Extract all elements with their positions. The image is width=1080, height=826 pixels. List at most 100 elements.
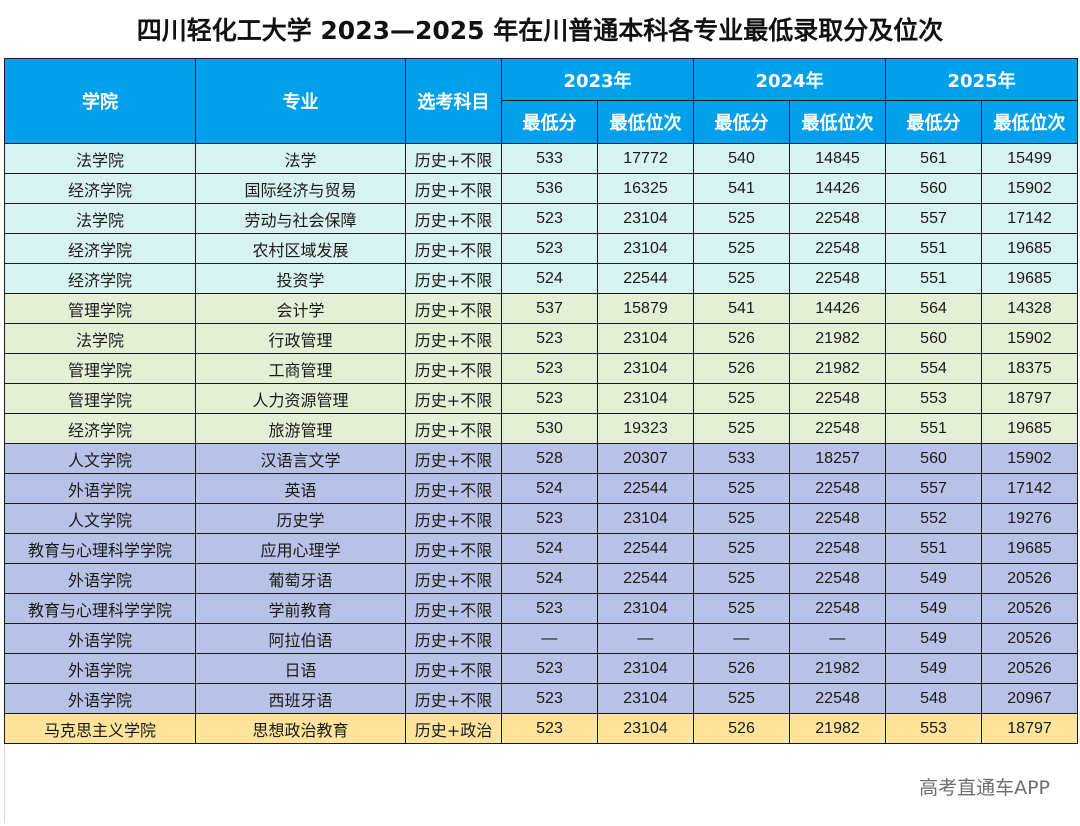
cell-subject: 历史+不限	[405, 593, 502, 624]
cell-min-rank-2025: 18375	[981, 353, 1079, 384]
cell-min-rank-2024: 18257	[789, 443, 887, 474]
cell-min-score-2024: 525	[693, 203, 791, 234]
table-row: 教育与心理科学学院 学前教育 历史+不限 523 23104 525 22548 549 205…	[4, 593, 1079, 624]
cell-min-rank-2024: 21982	[789, 713, 887, 744]
left-divider	[4, 745, 5, 823]
cell-min-score-2024: 525	[693, 473, 791, 504]
cell-major: 西班牙语	[195, 683, 406, 714]
cell-min-score-2025: 551	[885, 263, 983, 294]
cell-min-score-2023: 523	[501, 323, 598, 354]
cell-min-rank-2024: 22548	[789, 473, 887, 504]
cell-min-score-2023: 523	[501, 383, 598, 414]
cell-major: 会计学	[195, 293, 406, 324]
cell-min-rank-2024: 21982	[789, 323, 887, 354]
cell-college: 人文学院	[4, 443, 196, 474]
cell-min-rank-2023: 15879	[596, 293, 695, 324]
header-min-rank-2024: 最低位次	[789, 100, 887, 144]
cell-min-score-2023: 523	[501, 353, 598, 384]
cell-subject: 历史+不限	[405, 383, 502, 414]
cell-min-score-2023: 524	[501, 563, 598, 594]
cell-major: 日语	[195, 653, 406, 684]
cell-min-rank-2023: 17772	[596, 143, 695, 174]
table-row: 经济学院 旅游管理 历史+不限 530 19323 525 22548 551 19685	[4, 413, 1079, 444]
cell-min-score-2025: 561	[885, 143, 983, 174]
table-row: 外语学院 西班牙语 历史+不限 523 23104 525 22548 548 20967	[4, 683, 1079, 714]
cell-min-score-2024: 525	[693, 413, 791, 444]
cell-min-rank-2023: 23104	[596, 323, 695, 354]
cell-major: 法学	[195, 143, 406, 174]
cell-college: 法学院	[4, 323, 196, 354]
cell-min-rank-2023: 23104	[596, 713, 695, 744]
cell-min-score-2025: 564	[885, 293, 983, 324]
table-row: 人文学院 汉语言文学 历史+不限 528 20307 533 18257 560 15902	[4, 443, 1079, 474]
cell-college: 管理学院	[4, 293, 196, 324]
cell-min-score-2025: 560	[885, 173, 983, 204]
cell-min-score-2024: 525	[693, 683, 791, 714]
cell-min-score-2023: 524	[501, 473, 598, 504]
cell-min-score-2023: 528	[501, 443, 598, 474]
cell-min-rank-2024: 22548	[789, 593, 887, 624]
header-min-rank-2025: 最低位次	[981, 100, 1079, 144]
cell-min-score-2025: 548	[885, 683, 983, 714]
cell-college: 经济学院	[4, 413, 196, 444]
cell-min-rank-2024: 22548	[789, 563, 887, 594]
cell-min-score-2025: 557	[885, 473, 983, 504]
cell-min-rank-2025: 20526	[981, 563, 1079, 594]
cell-min-score-2024: 525	[693, 263, 791, 294]
cell-subject: 历史+不限	[405, 563, 502, 594]
cell-major: 人力资源管理	[195, 383, 406, 414]
cell-min-rank-2024: 22548	[789, 233, 887, 264]
table-row: 马克思主义学院 思想政治教育 历史+政治 523 23104 526 21982 553 187…	[4, 713, 1079, 744]
cell-min-rank-2024: —	[789, 623, 887, 654]
cell-college: 法学院	[4, 143, 196, 174]
cell-subject: 历史+不限	[405, 263, 502, 294]
cell-min-score-2025: 554	[885, 353, 983, 384]
cell-min-rank-2024: 21982	[789, 653, 887, 684]
cell-subject: 历史+政治	[405, 713, 502, 744]
cell-min-score-2025: 553	[885, 713, 983, 744]
cell-major: 阿拉伯语	[195, 623, 406, 654]
table-row: 外语学院 阿拉伯语 历史+不限 — — — —549 20526	[4, 623, 1079, 654]
cell-min-rank-2024: 22548	[789, 683, 887, 714]
cell-min-rank-2025: 15902	[981, 323, 1079, 354]
cell-min-score-2025: 552	[885, 503, 983, 534]
cell-subject: 历史+不限	[405, 473, 502, 504]
cell-min-rank-2023: —	[596, 623, 695, 654]
header-year-2023: 2023年	[500, 58, 695, 101]
cell-major: 英语	[195, 473, 406, 504]
cell-min-rank-2024: 22548	[789, 263, 887, 294]
cell-min-score-2024: 526	[693, 353, 791, 384]
header-min-score-2025: 最低分	[885, 100, 983, 144]
cell-min-score-2023: 523	[501, 683, 598, 714]
cell-min-score-2024: —	[693, 623, 791, 654]
cell-min-rank-2024: 21982	[789, 353, 887, 384]
cell-min-score-2023: 523	[501, 233, 598, 264]
cell-min-score-2024: 541	[693, 293, 791, 324]
cell-min-score-2025: 549	[885, 623, 983, 654]
cell-min-score-2023: 523	[501, 653, 598, 684]
footer-area	[4, 745, 1077, 823]
cell-min-rank-2023: 23104	[596, 383, 695, 414]
cell-min-score-2024: 533	[693, 443, 791, 474]
cell-major: 葡萄牙语	[195, 563, 406, 594]
cell-min-rank-2025: 15902	[981, 443, 1079, 474]
cell-min-score-2025: 560	[885, 443, 983, 474]
cell-min-score-2025: 549	[885, 653, 983, 684]
cell-college: 教育与心理科学学院	[4, 533, 196, 564]
cell-min-score-2023: 537	[501, 293, 598, 324]
cell-min-rank-2025: 20967	[981, 683, 1079, 714]
table-row: 经济学院 农村区域发展 历史+不限 523 23104 525 22548 551 19685	[4, 233, 1079, 264]
cell-min-rank-2024: 22548	[789, 413, 887, 444]
cell-min-rank-2023: 22544	[596, 473, 695, 504]
table-row: 经济学院 投资学 历史+不限 524 22544 525 22548 551 19685	[4, 263, 1079, 294]
header-min-rank-2023: 最低位次	[596, 100, 695, 144]
cell-min-score-2023: 524	[501, 533, 598, 564]
cell-min-rank-2023: 23104	[596, 353, 695, 384]
cell-subject: 历史+不限	[405, 443, 502, 474]
watermark: 高考直通车APP	[919, 777, 1050, 799]
cell-major: 国际经济与贸易	[195, 173, 406, 204]
cell-major: 应用心理学	[195, 533, 406, 564]
cell-min-score-2023: 536	[501, 173, 598, 204]
cell-min-score-2024: 541	[693, 173, 791, 204]
cell-min-rank-2024: 22548	[789, 533, 887, 564]
